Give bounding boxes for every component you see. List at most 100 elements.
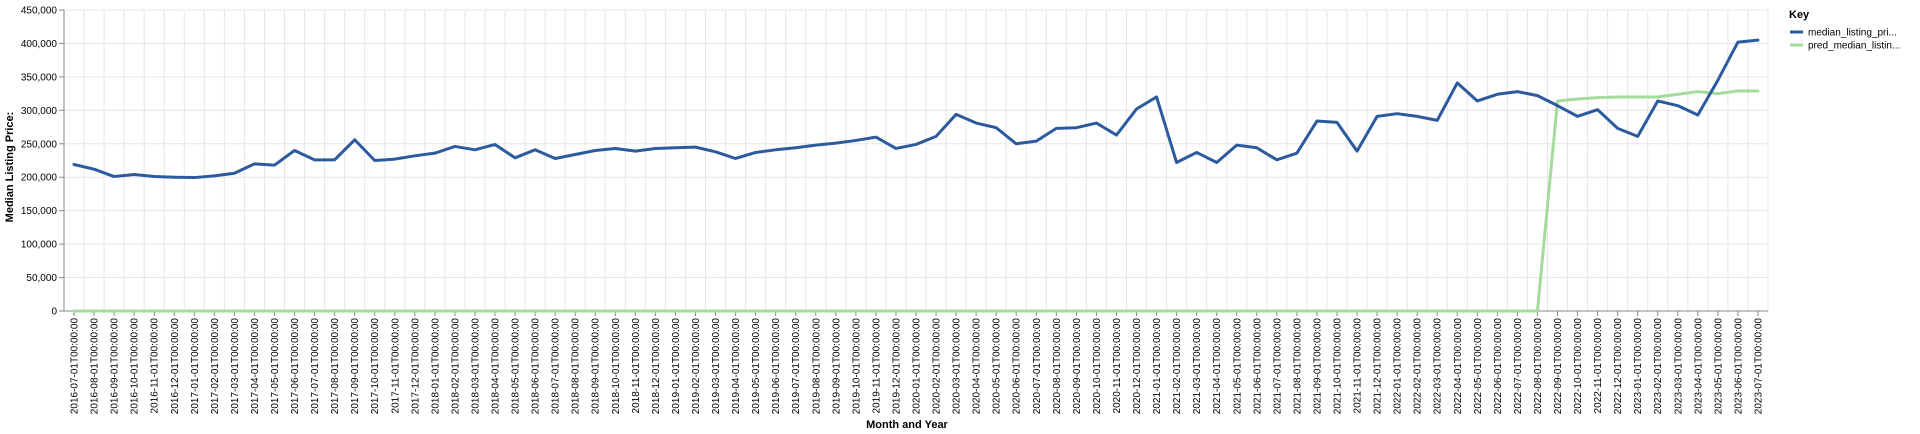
x-tick-label: 2021-07-01T00:00:00 [1272,318,1283,415]
x-tick-label: 2020-08-01T00:00:00 [1052,318,1063,415]
x-tick-label: 2018-06-01T00:00:00 [531,318,542,415]
legend-title: Key [1789,9,1810,21]
x-tick-label: 2018-09-01T00:00:00 [591,318,602,415]
x-tick-label: 2020-05-01T00:00:00 [992,318,1003,415]
x-tick-label: 2019-07-01T00:00:00 [791,318,802,415]
grid-lines [63,9,1769,312]
x-tick-label: 2022-11-01T00:00:00 [1593,318,1604,414]
x-tick-label: 2020-12-01T00:00:00 [1132,318,1143,415]
series-line-median-listing-price [72,38,1760,180]
x-tick-label: 2017-08-01T00:00:00 [330,318,341,415]
y-tick-label: 450,000 [21,6,58,17]
x-tick-label: 2022-02-01T00:00:00 [1413,318,1424,415]
x-tick-label: 2016-07-01T00:00:00 [70,318,81,415]
x-tick-label: 2016-12-01T00:00:00 [170,318,181,415]
x-tick-label: 2022-03-01T00:00:00 [1433,318,1444,415]
x-tick-label: 2018-01-01T00:00:00 [430,318,441,415]
x-tick-label: 2017-01-01T00:00:00 [190,318,201,415]
x-tick-label: 2021-11-01T00:00:00 [1353,318,1364,414]
y-tick-label: 50,000 [26,273,57,284]
x-tick-label: 2023-01-01T00:00:00 [1633,318,1644,415]
x-tick-label: 2018-04-01T00:00:00 [491,318,502,415]
x-tick-label: 2021-04-01T00:00:00 [1212,318,1223,415]
x-tick-label: 2021-02-01T00:00:00 [1172,318,1183,415]
x-tick-label: 2018-12-01T00:00:00 [651,318,662,415]
legend: Key median_listing_pri... pred_median_lis… [1789,9,1900,52]
x-tick-label: 2019-10-01T00:00:00 [851,318,862,415]
x-tick-label: 2022-10-01T00:00:00 [1573,318,1584,415]
x-tick-label: 2021-10-01T00:00:00 [1332,318,1343,415]
x-tick-label: 2020-04-01T00:00:00 [972,318,983,415]
x-tick-label: 2020-06-01T00:00:00 [1012,318,1023,415]
x-tick-label: 2023-05-01T00:00:00 [1713,318,1724,415]
y-axis: 0 50,000 100,000 150,000 200,000 250,000 300,0… [21,6,65,318]
x-tick-label: 2018-03-01T00:00:00 [470,318,481,415]
x-tick-label: 2019-11-01T00:00:00 [871,318,882,414]
x-tick-label: 2017-05-01T00:00:00 [270,318,281,415]
x-tick-label: 2022-04-01T00:00:00 [1453,318,1464,415]
x-tick-label: 2017-06-01T00:00:00 [290,318,301,415]
legend-label: pred_median_listin... [1808,41,1900,52]
x-tick-label: 2020-10-01T00:00:00 [1092,318,1103,415]
x-tick-label: 2018-10-01T00:00:00 [611,318,622,415]
legend-label: median_listing_pri... [1808,28,1897,39]
x-tick-label: 2021-09-01T00:00:00 [1312,318,1323,415]
x-tick-label: 2018-11-01T00:00:00 [631,318,642,414]
x-tick-label: 2016-09-01T00:00:00 [110,318,121,415]
x-tick-label: 2023-06-01T00:00:00 [1733,318,1744,415]
x-tick-label: 2019-01-01T00:00:00 [671,318,682,415]
x-tick-label: 2017-04-01T00:00:00 [250,318,261,415]
y-tick-label: 0 [51,307,57,318]
x-tick-label: 2022-08-01T00:00:00 [1533,318,1544,415]
y-tick-label: 400,000 [21,39,58,50]
x-tick-label: 2019-09-01T00:00:00 [831,318,842,415]
x-tick-label: 2020-01-01T00:00:00 [912,318,923,415]
x-tick-label: 2021-06-01T00:00:00 [1252,318,1263,415]
series-layer [72,38,1760,313]
x-tick-label: 2020-03-01T00:00:00 [952,318,963,415]
x-tick-label: 2020-09-01T00:00:00 [1072,318,1083,415]
x-tick-label: 2023-03-01T00:00:00 [1673,318,1684,415]
x-tick-label: 2017-03-01T00:00:00 [230,318,241,415]
y-tick-label: 100,000 [21,240,58,251]
x-tick-label: 2022-07-01T00:00:00 [1513,318,1524,415]
x-tick-label: 2017-10-01T00:00:00 [370,318,381,415]
x-tick-label: 2016-10-01T00:00:00 [130,318,141,415]
x-tick-label: 2023-02-01T00:00:00 [1653,318,1664,415]
x-tick-label: 2016-08-01T00:00:00 [90,318,101,415]
x-tick-label: 2023-04-01T00:00:00 [1693,318,1704,415]
x-tick-label: 2018-05-01T00:00:00 [511,318,522,415]
x-axis-title: Month and Year [866,419,948,431]
x-tick-label: 2022-12-01T00:00:00 [1613,318,1624,415]
x-tick-label: 2019-08-01T00:00:00 [811,318,822,415]
x-tick-label: 2021-01-01T00:00:00 [1152,318,1163,415]
x-tick-label: 2017-12-01T00:00:00 [410,318,421,415]
x-tick-label: 2022-05-01T00:00:00 [1473,318,1484,415]
x-tick-label: 2021-12-01T00:00:00 [1373,318,1384,415]
x-tick-label: 2019-06-01T00:00:00 [771,318,782,415]
x-tick-label: 2020-07-01T00:00:00 [1032,318,1043,415]
x-tick-label: 2020-11-01T00:00:00 [1112,318,1123,414]
series-line-pred-median-listing-price [72,89,1760,313]
x-tick-label: 2019-04-01T00:00:00 [731,318,742,415]
x-tick-label: 2017-09-01T00:00:00 [350,318,361,415]
x-tick-label: 2019-02-01T00:00:00 [691,318,702,415]
x-tick-label: 2018-07-01T00:00:00 [551,318,562,415]
x-tick-label: 2016-11-01T00:00:00 [150,318,161,414]
x-tick-label: 2018-08-01T00:00:00 [571,318,582,415]
x-tick-label: 2023-07-01T00:00:00 [1753,318,1764,415]
x-tick-label: 2017-11-01T00:00:00 [390,318,401,414]
x-tick-label: 2017-02-01T00:00:00 [210,318,221,415]
y-tick-label: 300,000 [21,106,58,117]
x-tick-label: 2020-02-01T00:00:00 [932,318,943,415]
x-tick-label: 2022-01-01T00:00:00 [1393,318,1404,415]
y-tick-label: 150,000 [21,206,58,217]
y-tick-label: 350,000 [21,72,58,83]
y-tick-label: 200,000 [21,173,58,184]
x-tick-label: 2021-08-01T00:00:00 [1292,318,1303,415]
x-tick-label: 2019-05-01T00:00:00 [751,318,762,415]
x-tick-label: 2017-07-01T00:00:00 [310,318,321,415]
x-tick-label: 2021-03-01T00:00:00 [1192,318,1203,415]
x-tick-label: 2021-05-01T00:00:00 [1232,318,1243,415]
